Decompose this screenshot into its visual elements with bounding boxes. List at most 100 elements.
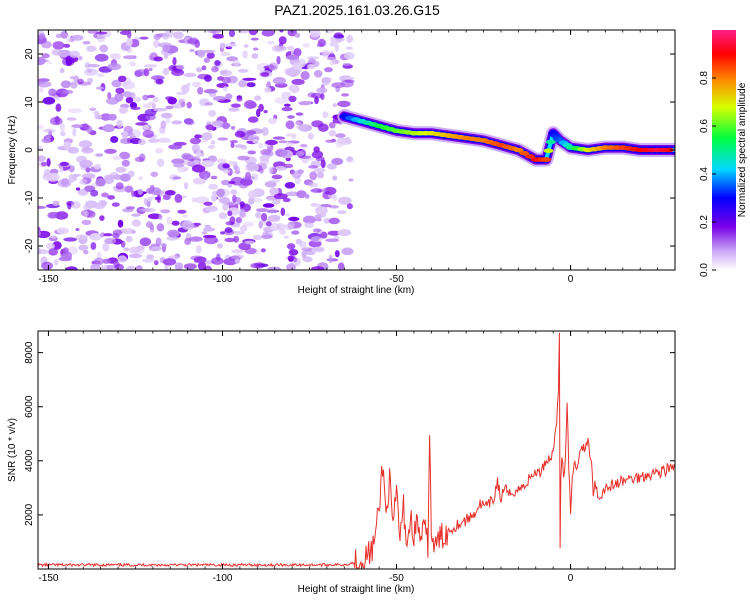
noise-blob [149,223,154,231]
noise-blob [291,230,300,235]
noise-blob [41,137,51,144]
noise-blob [268,179,281,183]
noise-blob [337,100,351,108]
noise-blob [298,155,312,159]
noise-blob [339,138,353,145]
noise-blob [194,256,207,263]
noise-blob [227,160,238,166]
noise-blob [39,86,44,93]
noise-blob [62,89,74,94]
noise-blob [268,62,279,71]
noise-blob [252,47,259,51]
noise-blob [291,78,305,85]
noise-blob [117,255,128,263]
noise-blob [333,34,345,39]
noise-blob [287,45,295,51]
noise-blob [95,153,104,157]
noise-blob [186,38,199,45]
x-tick-label: -100 [212,573,232,584]
colorbar-tick-label: 0.0 [699,263,710,277]
noise-blob [60,253,71,259]
noise-blob [244,240,255,245]
noise-blob [55,103,62,112]
noise-blob [229,216,236,225]
noise-blob [72,127,77,137]
noise-blob [83,250,89,255]
noise-blob [115,87,125,94]
noise-blob [155,196,161,201]
noise-blob [284,182,296,189]
noise-blob [120,240,126,248]
noise-blob [109,53,122,60]
noise-blob [46,172,60,182]
noise-blob [225,93,233,100]
noise-blob [71,124,83,128]
noise-blob [324,30,335,34]
noise-blob [252,139,259,144]
noise-blob [250,37,259,41]
noise-blob [183,72,197,78]
noise-blob [125,235,133,243]
noise-blob [320,211,327,218]
noise-blob [52,41,65,50]
noise-blob [302,256,313,263]
noise-blob [345,46,353,50]
noise-blob [165,96,175,101]
noise-blob [106,97,119,105]
noise-blob [86,45,97,52]
noise-blob [48,248,58,256]
noise-blob [142,258,156,263]
noise-blob [288,216,300,222]
noise-blob [314,96,319,105]
noise-blob [311,92,323,99]
noise-blob [283,103,291,107]
noise-blob [328,217,340,225]
noise-blob [87,30,98,34]
noise-blob [115,182,124,190]
noise-blob [143,68,150,77]
noise-blob [68,174,75,183]
snr-xlabel: Height of straight line (km) [298,584,415,595]
noise-blob [212,33,224,39]
noise-blob [133,96,142,103]
noise-blob [266,208,279,214]
noise-blob [137,188,144,195]
noise-blob [308,165,319,169]
noise-blob [205,205,219,212]
noise-blob [206,52,215,59]
noise-blob [325,238,340,243]
noise-blob [89,233,102,241]
noise-blob [158,139,172,144]
noise-blob [239,209,246,218]
noise-blob [327,230,341,236]
noise-blob [155,78,164,85]
noise-blob [64,143,70,151]
noise-blob [104,148,117,154]
noise-blob [208,183,219,190]
signal-point [541,157,552,162]
noise-blob [329,60,336,66]
noise-blob [291,170,302,179]
noise-blob [111,202,120,207]
x-tick-label: 0 [568,274,574,285]
noise-blob [59,161,69,167]
noise-blob [126,30,132,39]
signal-point [664,147,675,153]
noise-blob [90,263,101,270]
noise-blob [268,117,277,125]
noise-blob [268,166,273,174]
noise-blob [279,30,284,33]
noise-blob [192,81,201,88]
noise-blob [326,56,337,61]
snr-ylabel: SNR (10 * v/v) [7,418,18,482]
noise-blob [320,93,325,100]
noise-blob [246,161,258,171]
noise-blob [264,181,277,188]
spectrogram-axes: -150 -100 -50 0 20 10 0 -10 -20 [24,30,676,285]
noise-blob [65,266,78,270]
noise-blob [306,56,320,60]
noise-blob [81,173,96,180]
noise-blob [295,121,301,125]
noise-blob [47,60,53,65]
noise-blob [162,67,170,76]
